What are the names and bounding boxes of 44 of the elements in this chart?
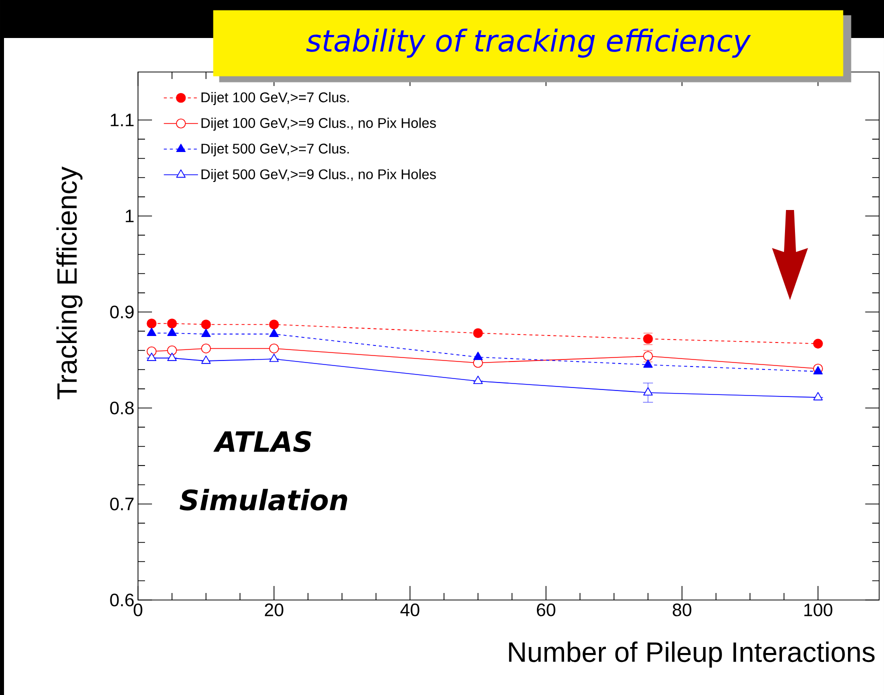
x-tick-label: 80 xyxy=(672,604,692,616)
point xyxy=(473,376,483,384)
point xyxy=(269,344,279,354)
y-axis-title: Tracking Efficiency xyxy=(56,166,82,400)
point xyxy=(167,318,177,328)
x-tick-label: 40 xyxy=(400,604,420,616)
y-tick-label: 0.8 xyxy=(110,402,134,414)
point xyxy=(269,320,279,330)
legend-label: Dijet 100 GeV,>=9 Clus., no Pix Holes xyxy=(202,118,436,131)
y-tick-label: 1.1 xyxy=(110,114,134,126)
point xyxy=(201,320,211,330)
point xyxy=(813,338,823,349)
point xyxy=(167,352,177,361)
point xyxy=(269,328,279,337)
annotation: Simulation xyxy=(180,488,348,510)
annotation: ATLAS xyxy=(213,431,312,452)
point xyxy=(813,366,823,374)
point xyxy=(473,328,483,338)
y-tick-label: 0.7 xyxy=(110,498,134,510)
point xyxy=(146,352,156,361)
y-tick-label: 0.6 xyxy=(110,594,134,606)
point xyxy=(643,387,653,396)
x-tick-label: 0 xyxy=(134,604,142,616)
y-tick-label: 0.9 xyxy=(110,306,134,318)
point xyxy=(167,345,177,356)
legend-label: Dijet 500 GeV,>=9 Clus., no Pix Holes xyxy=(202,168,436,182)
point xyxy=(473,352,483,360)
legend-label: Dijet 100 GeV,>=7 Clus. xyxy=(202,92,349,106)
point xyxy=(146,318,157,328)
x-tick-label: 100 xyxy=(804,604,832,616)
x-tick-label: 60 xyxy=(536,604,556,616)
chart-title: stability of tracking efficiency xyxy=(306,28,751,58)
point xyxy=(146,328,156,336)
point xyxy=(813,392,823,400)
point xyxy=(201,328,211,337)
x-axis-title: Number of Pileup Interactions xyxy=(509,642,875,668)
y-tick-label: 1 xyxy=(126,210,134,222)
point xyxy=(643,359,653,368)
legend-label: Dijet 500 GeV,>=7 Clus. xyxy=(202,143,349,156)
point xyxy=(167,328,177,336)
point xyxy=(201,356,211,364)
point xyxy=(269,354,279,362)
point xyxy=(201,344,211,354)
x-tick-label: 20 xyxy=(264,604,284,616)
